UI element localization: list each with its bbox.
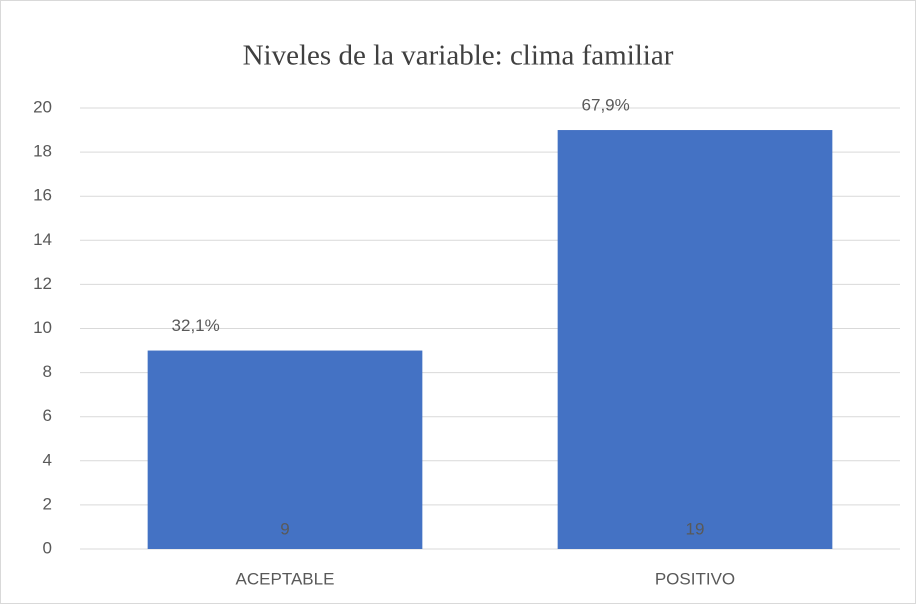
- y-tick-label: 10: [33, 318, 52, 337]
- x-tick-label: ACEPTABLE: [236, 569, 335, 588]
- chart-title: Niveles de la variable: clima familiar: [243, 40, 674, 72]
- y-tick-label: 18: [33, 142, 52, 161]
- y-tick-label: 16: [33, 186, 52, 205]
- percent-label: 67,9%: [582, 96, 630, 115]
- y-tick-label: 12: [33, 274, 52, 293]
- bar: [147, 350, 423, 549]
- y-tick-label: 0: [43, 538, 52, 557]
- y-tick-label: 4: [43, 450, 52, 469]
- value-label: 19: [686, 519, 705, 538]
- y-tick-label: 6: [43, 406, 52, 425]
- y-tick-label: 20: [33, 97, 52, 116]
- x-tick-label: POSITIVO: [655, 569, 735, 588]
- y-tick-label: 8: [43, 362, 52, 381]
- percent-label: 32,1%: [172, 316, 220, 335]
- value-label: 9: [280, 519, 289, 538]
- y-tick-label: 14: [33, 230, 52, 249]
- bar: [557, 130, 833, 550]
- y-tick-label: 2: [43, 494, 52, 513]
